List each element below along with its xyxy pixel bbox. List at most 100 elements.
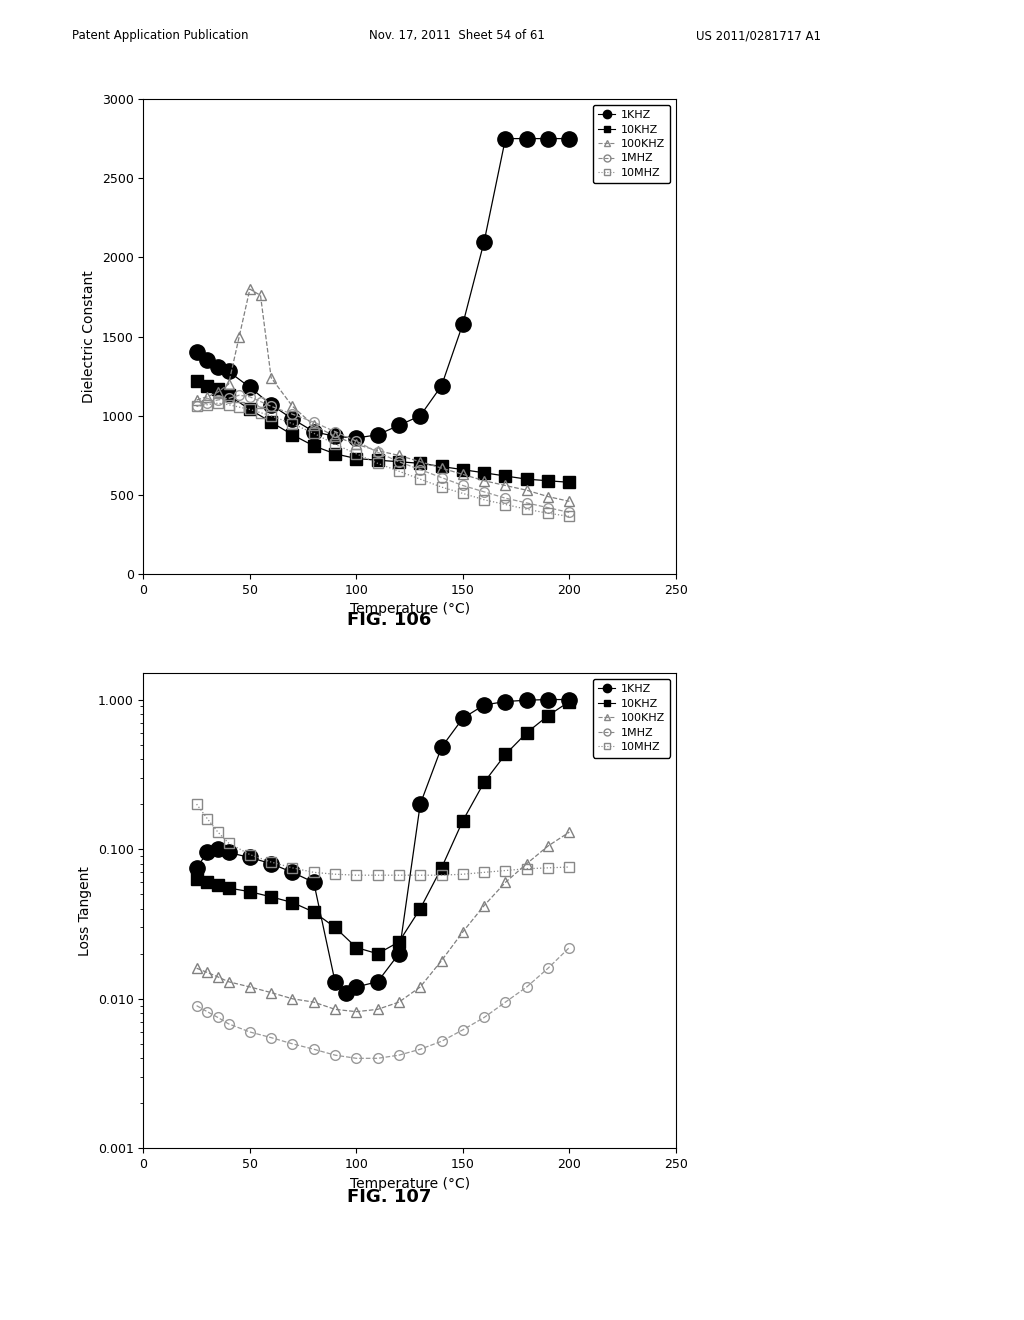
100KHZ (212, 384, 224, 400)
Legend: 1KHZ, 10KHZ, 100KHZ, 1MHZ, 10MHZ: 1KHZ, 10KHZ, 100KHZ, 1MHZ, 10MHZ (593, 678, 671, 758)
100KHZ (329, 429, 341, 445)
1KHZ (201, 352, 213, 368)
10MHZ (244, 846, 256, 862)
1MHZ (201, 395, 213, 411)
10KHZ (350, 450, 362, 466)
1KHZ (520, 692, 532, 708)
100KHZ (190, 961, 203, 977)
1MHZ (350, 433, 362, 449)
10KHZ (457, 813, 469, 829)
10MHZ (500, 862, 512, 878)
100KHZ (372, 1002, 384, 1018)
10MHZ (478, 492, 490, 508)
1MHZ (414, 462, 426, 478)
1KHZ (244, 379, 256, 395)
100KHZ (542, 488, 554, 504)
10MHZ (190, 399, 203, 414)
1MHZ (478, 1010, 490, 1026)
1KHZ (414, 796, 426, 812)
1MHZ (212, 1010, 224, 1026)
10MHZ (372, 867, 384, 883)
1MHZ (478, 484, 490, 500)
10KHZ (190, 871, 203, 887)
1MHZ (244, 389, 256, 405)
100KHZ (350, 1003, 362, 1019)
1MHZ (457, 1022, 469, 1038)
10MHZ (478, 865, 490, 880)
1MHZ (307, 414, 319, 430)
1KHZ (457, 315, 469, 331)
100KHZ (190, 392, 203, 408)
100KHZ (350, 437, 362, 453)
1MHZ (372, 1051, 384, 1067)
100KHZ (222, 376, 234, 392)
Line: 10KHZ: 10KHZ (191, 375, 574, 488)
100KHZ (244, 281, 256, 297)
100KHZ (500, 478, 512, 494)
1MHZ (201, 1003, 213, 1019)
100KHZ (287, 991, 299, 1007)
10KHZ (287, 426, 299, 442)
10MHZ (329, 866, 341, 882)
10KHZ (542, 473, 554, 488)
10KHZ (201, 378, 213, 393)
10MHZ (287, 859, 299, 875)
1KHZ (307, 424, 319, 440)
10MHZ (212, 395, 224, 411)
1MHZ (265, 1030, 278, 1045)
1MHZ (500, 994, 512, 1010)
1MHZ (457, 478, 469, 494)
10MHZ (222, 836, 234, 851)
100KHZ (201, 389, 213, 405)
10MHZ (500, 496, 512, 512)
1KHZ (329, 429, 341, 445)
Text: Nov. 17, 2011  Sheet 54 of 61: Nov. 17, 2011 Sheet 54 of 61 (369, 29, 545, 42)
10KHZ (212, 381, 224, 397)
10KHZ (265, 888, 278, 904)
10KHZ (563, 474, 575, 490)
10KHZ (520, 471, 532, 487)
Line: 10KHZ: 10KHZ (191, 696, 574, 960)
100KHZ (457, 466, 469, 482)
1MHZ (393, 454, 406, 470)
Text: FIG. 106: FIG. 106 (347, 611, 431, 630)
1MHZ (190, 399, 203, 414)
10MHZ (329, 437, 341, 453)
10MHZ (372, 455, 384, 471)
100KHZ (414, 454, 426, 470)
10MHZ (350, 446, 362, 462)
1MHZ (329, 424, 341, 440)
10KHZ (287, 895, 299, 911)
100KHZ (500, 874, 512, 890)
1MHZ (287, 1036, 299, 1052)
1KHZ (478, 697, 490, 713)
100KHZ (563, 494, 575, 510)
1MHZ (233, 387, 246, 403)
1MHZ (254, 393, 266, 409)
10KHZ (244, 401, 256, 417)
10KHZ (212, 876, 224, 892)
10KHZ (542, 708, 554, 723)
1MHZ (435, 470, 447, 486)
10MHZ (307, 425, 319, 441)
10MHZ (457, 486, 469, 502)
1KHZ (542, 131, 554, 147)
10MHZ (212, 824, 224, 840)
10MHZ (201, 810, 213, 826)
100KHZ (233, 329, 246, 345)
Legend: 1KHZ, 10KHZ, 100KHZ, 1MHZ, 10MHZ: 1KHZ, 10KHZ, 100KHZ, 1MHZ, 10MHZ (593, 104, 671, 183)
10MHZ (254, 405, 266, 421)
1KHZ (393, 946, 406, 962)
100KHZ (254, 288, 266, 304)
1KHZ (393, 417, 406, 433)
Text: FIG. 107: FIG. 107 (347, 1188, 431, 1206)
100KHZ (307, 417, 319, 433)
1KHZ (340, 985, 352, 1001)
10KHZ (222, 880, 234, 896)
10MHZ (435, 479, 447, 495)
10KHZ (329, 446, 341, 462)
1KHZ (500, 131, 512, 147)
10KHZ (307, 904, 319, 920)
1KHZ (212, 359, 224, 375)
10MHZ (307, 865, 319, 880)
